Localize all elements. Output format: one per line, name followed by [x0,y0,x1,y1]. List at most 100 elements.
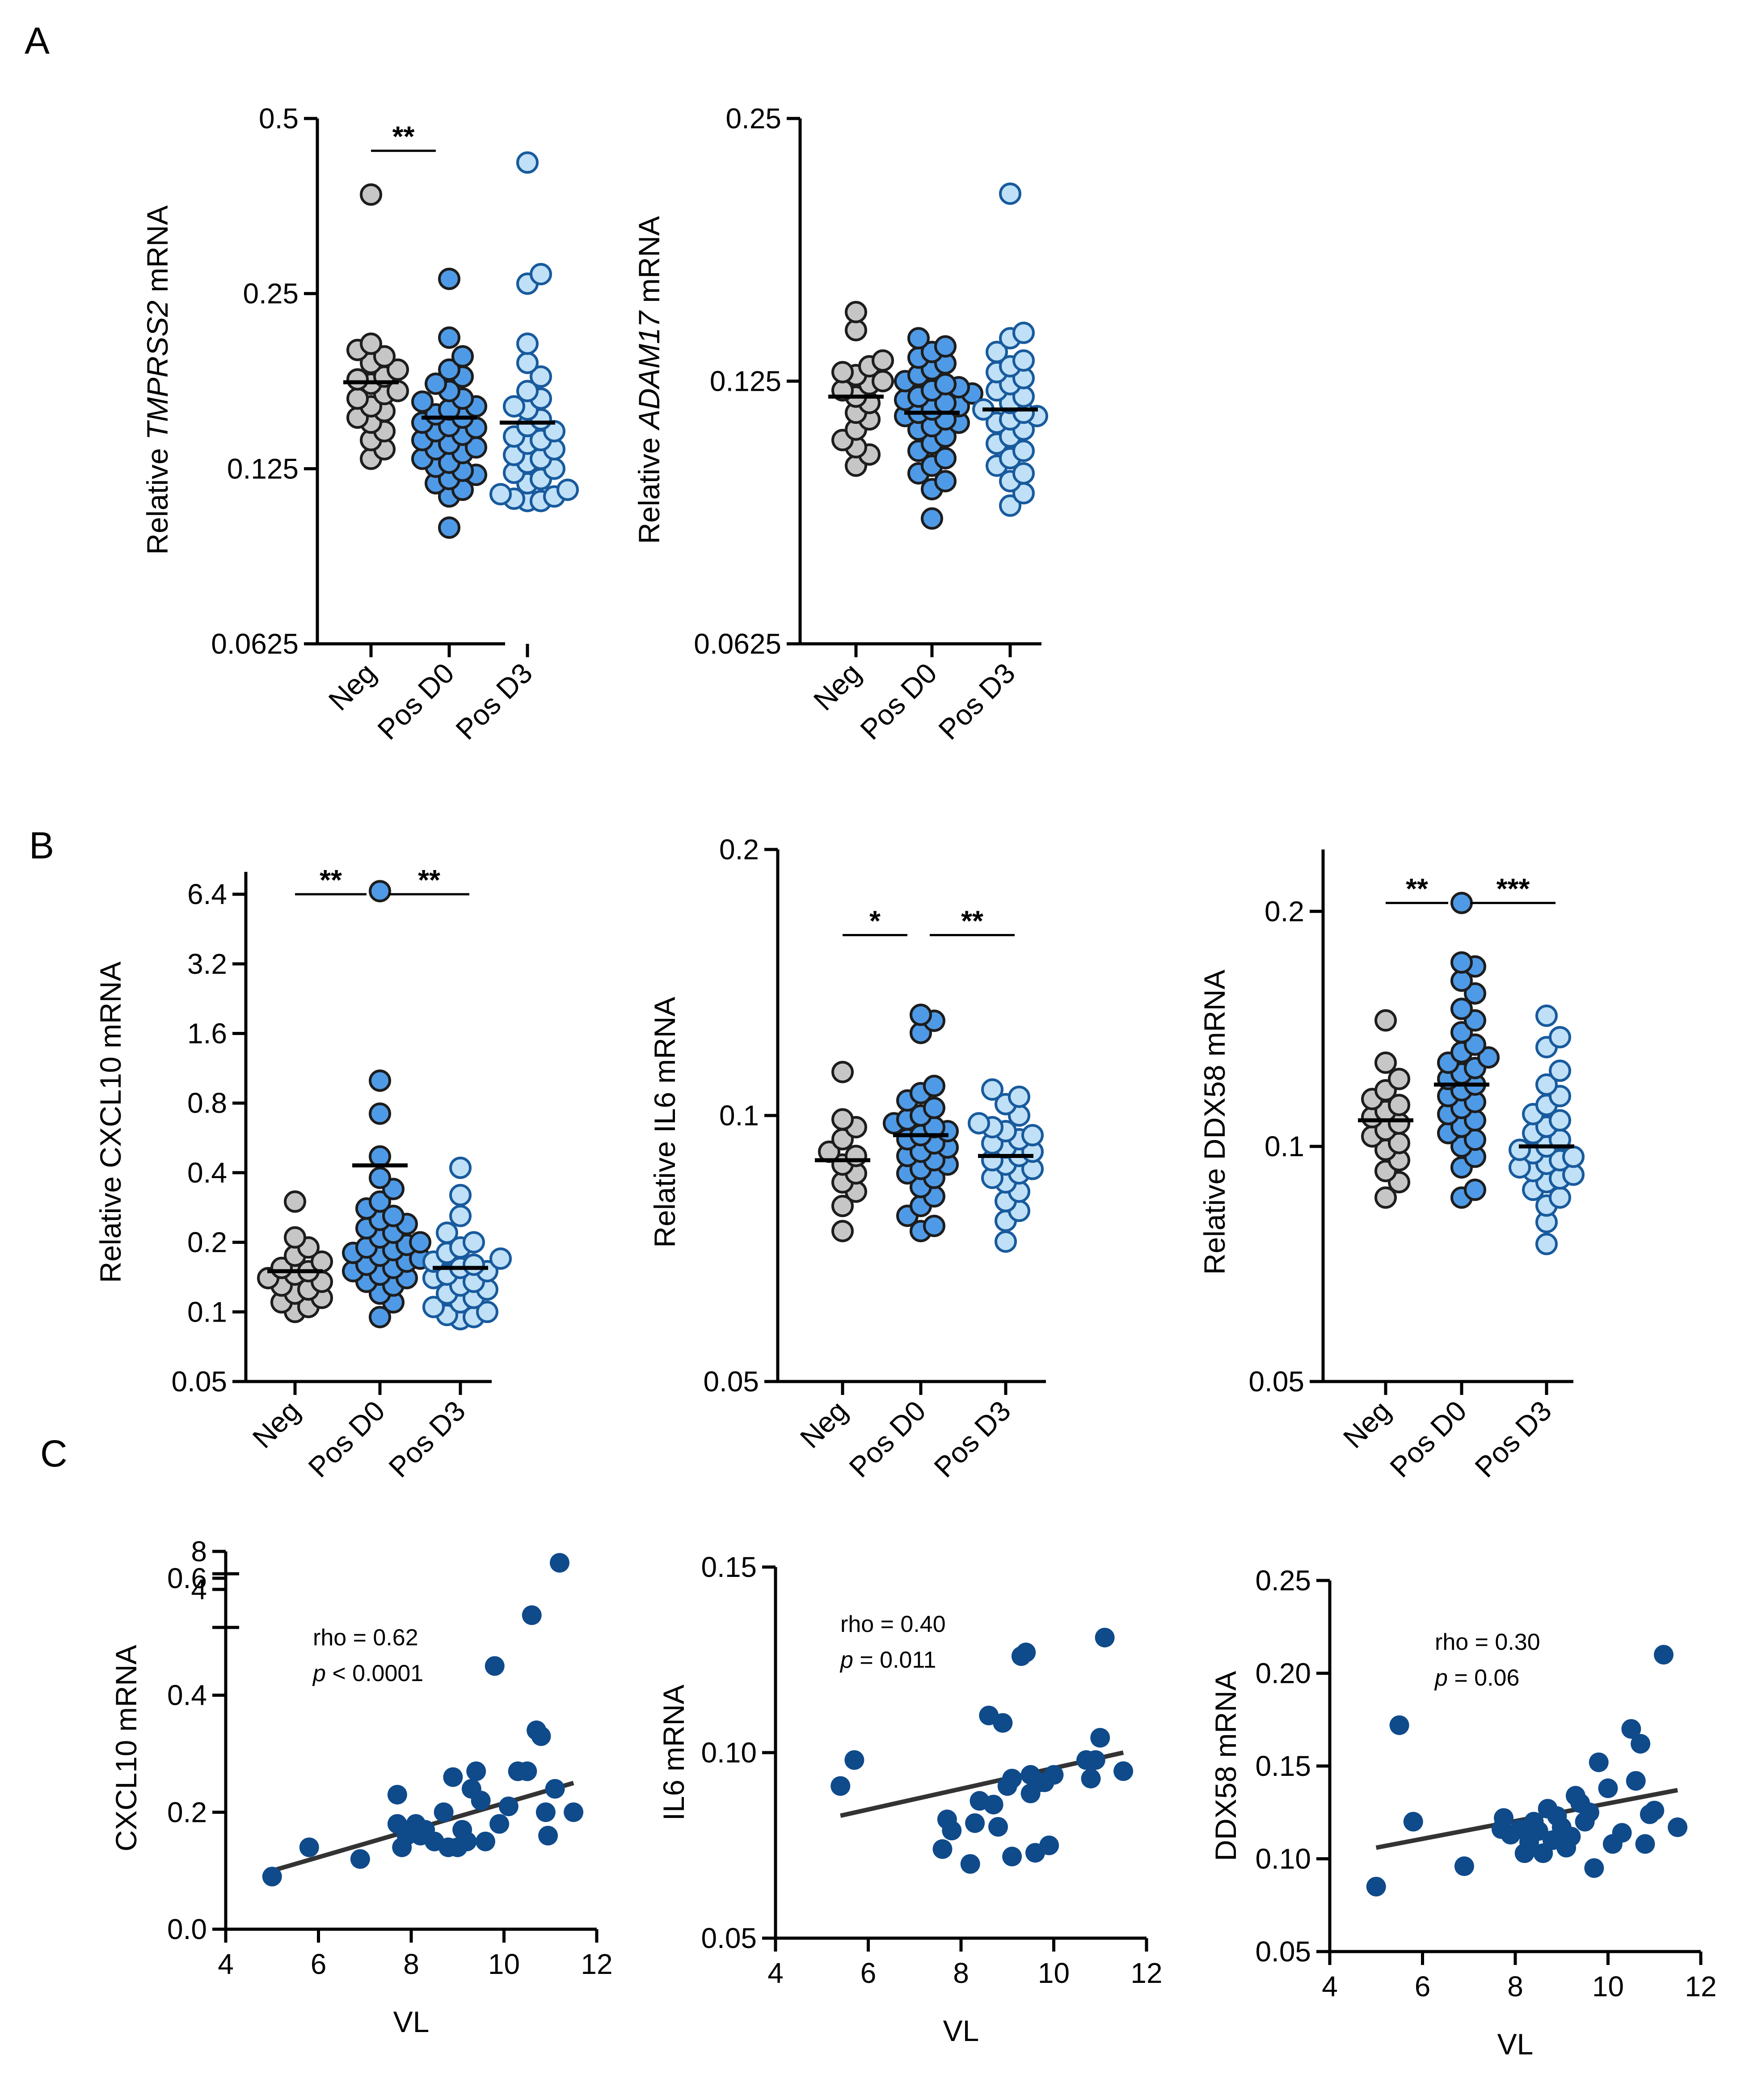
data-point [1081,1769,1101,1789]
x-tick-label: 8 [1507,1970,1523,2003]
data-point [438,516,460,539]
significance-label: ** [1406,873,1428,905]
panel-label-b: B [29,824,54,866]
y-tick-label: 0.15 [1255,1750,1311,1782]
data-point [530,263,552,286]
data-point [449,1184,472,1207]
data-point [489,483,512,506]
y-axis-title: Relative TMPRSS2 mRNA [141,205,174,554]
data-point [350,1849,370,1869]
data-point [993,1713,1013,1733]
data-point [999,182,1021,205]
data-point [538,1825,558,1846]
data-point [503,395,525,418]
data-point [1002,1769,1022,1789]
y-tick-label: 0.10 [1255,1843,1311,1875]
significance-label: ** [320,864,342,896]
x-tick-label: 6 [860,1957,877,1989]
stat-rho: rho = 0.40 [840,1611,946,1637]
data-point [1549,1026,1571,1048]
data-point [1374,1009,1397,1032]
data-point [934,335,957,358]
x-tick-label: 8 [953,1957,969,1989]
data-point [1584,1858,1604,1878]
data-point [387,1785,407,1805]
data-point [516,351,539,374]
data-point [1374,1186,1397,1209]
data-point [981,1078,1003,1101]
data-point [1012,321,1035,344]
data-point [489,1814,510,1834]
data-point [369,1145,391,1168]
data-point [1644,1800,1665,1821]
data-point [1535,1233,1558,1255]
data-point [1403,1812,1423,1832]
significance-label: * [869,905,881,937]
y-axis-title: IL6 mRNA [657,1685,690,1821]
chart-c3: 0.05 0.10 0.15 0.20 0.25 4 6 8 10 12 DDX58 mRNA VL r… [1209,1564,1717,2061]
y-tick-label: 0.125 [710,365,781,397]
y-tick-label: 0.25 [1255,1564,1311,1597]
data-point [934,470,957,493]
panel-label-c: C [40,1432,67,1475]
data-point [960,1854,980,1874]
data-point [556,478,579,501]
data-point [1450,997,1473,1020]
y-tick-label: 0.05 [703,1365,759,1398]
data-point [1562,1145,1585,1168]
data-point [360,183,382,206]
y-tick-label: 4 [191,1573,207,1606]
y-tick-label: 0.20 [1255,1657,1311,1690]
data-point [968,1112,990,1135]
data-point [382,1204,405,1227]
data-point [1450,951,1473,974]
x-axis-title: VL [1497,2028,1534,2061]
data-point [1002,1846,1022,1867]
data-point [369,1190,391,1213]
data-point [845,1145,867,1167]
data-point [443,1767,463,1787]
panel-label-a: A [25,20,50,62]
data-point [1549,1109,1571,1132]
data-point [516,151,539,174]
data-point [1549,1059,1571,1082]
y-tick-label: 0.0 [167,1913,207,1945]
y-axis-title: Relative DDX58 mRNA [1198,970,1231,1275]
data-point [831,1195,854,1217]
data-point [360,332,382,355]
data-point [1085,1750,1105,1770]
data-point [995,1230,1017,1253]
x-axis-title: VL [393,2005,430,2038]
data-point [463,1253,485,1276]
y-tick-label: 0.05 [701,1922,757,1954]
y-axis-title: CXCL10 mRNA [110,1645,143,1851]
significance-label: *** [1497,873,1530,905]
data-point [1621,1719,1641,1739]
y-tick-label: 6.4 [187,878,227,910]
data-point [1454,1856,1474,1876]
x-tick-label: 6 [1415,1970,1431,2003]
y-tick-label: 0.4 [167,1679,207,1711]
data-point [921,507,943,530]
stat-rho: rho = 0.30 [1435,1629,1540,1655]
x-tick-label: 12 [1130,1957,1162,1989]
y-tick-label: 0.05 [1248,1365,1304,1398]
data-point [1589,1752,1609,1772]
data-point [387,358,409,381]
data-point [1528,1821,1548,1841]
y-tick-label: 1.6 [187,1018,227,1050]
data-point [346,368,369,391]
y-axis-title: Relative IL6 mRNA [648,997,681,1247]
data-point [1090,1728,1110,1748]
data-point [489,1247,512,1270]
data-point [831,1061,854,1083]
y-tick-label: 0.2 [1265,895,1304,927]
data-point [942,1821,962,1841]
x-tick-label: 12 [581,1948,612,1980]
chart-c2: 0.05 0.10 0.15 4 6 8 10 12 IL6 mRNA VL rho = 0.40 p… [657,1551,1163,2047]
data-point [1464,1179,1486,1201]
data-point [550,1553,569,1573]
data-point [517,1761,537,1781]
